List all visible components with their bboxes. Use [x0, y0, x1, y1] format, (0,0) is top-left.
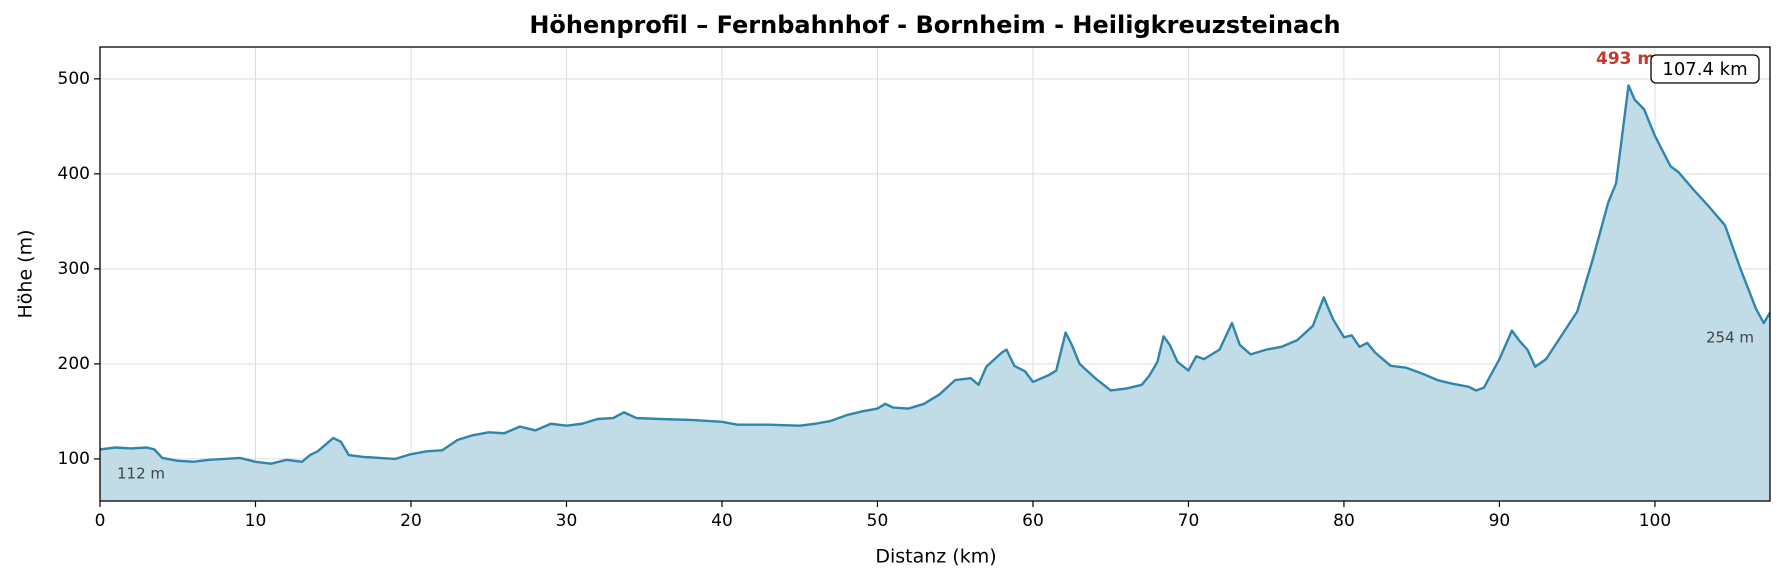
x-tick-label: 80	[1333, 511, 1355, 531]
plot-area: 0 10 20 30 40 50 60 70 80 90 100 100 200 300 400 500	[58, 46, 1772, 531]
x-tick-label: 40	[711, 511, 733, 531]
x-tick-label: 50	[867, 511, 889, 531]
x-axis-label: Distanz (km)	[875, 546, 996, 568]
y-tick-label: 100	[58, 449, 90, 469]
x-tick-label: 60	[1022, 511, 1044, 531]
chart-title: Höhenprofil – Fernbahnhof - Bornheim - H…	[529, 11, 1340, 39]
x-tick-label: 100	[1639, 511, 1671, 531]
end-label: 254 m	[1706, 329, 1754, 347]
x-tick-label: 90	[1489, 511, 1511, 531]
y-axis-label: Höhe (m)	[15, 229, 37, 318]
x-tick-label: 30	[556, 511, 578, 531]
distance-label: 107.4 km	[1662, 59, 1747, 80]
start-label: 112 m	[117, 465, 165, 483]
x-tick-label: 70	[1178, 511, 1200, 531]
y-tick-label: 500	[58, 69, 90, 89]
x-tick-label: 20	[400, 511, 422, 531]
x-tick-label: 0	[95, 511, 106, 531]
y-tick-label: 400	[58, 164, 90, 184]
y-tick-label: 200	[58, 354, 90, 374]
y-tick-label: 300	[58, 259, 90, 279]
max-label: 493 m	[1596, 49, 1655, 69]
area-fill	[100, 85, 1770, 501]
distance-box	[1650, 54, 1760, 84]
plot-frame	[99, 46, 1771, 502]
elevation-line	[99, 84, 1772, 465]
x-tick-label: 10	[245, 511, 267, 531]
